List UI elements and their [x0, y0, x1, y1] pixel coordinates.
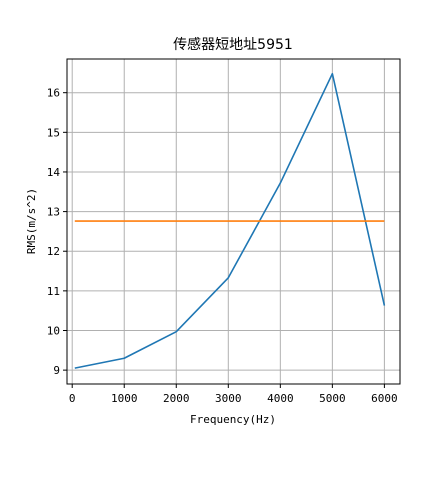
x-tick-label: 6000	[371, 392, 398, 405]
y-tick-label: 16	[47, 87, 60, 100]
x-tick-label: 2000	[163, 392, 190, 405]
y-tick-label: 10	[47, 324, 60, 337]
x-axis-label: Frequency(Hz)	[190, 413, 276, 426]
y-tick-label: 11	[47, 285, 60, 298]
y-tick-label: 14	[47, 166, 61, 179]
x-tick-label: 4000	[267, 392, 294, 405]
y-tick-label: 13	[47, 206, 60, 219]
y-axis-label: RMS(m/s^2)	[25, 188, 38, 254]
chart-title: 传感器短地址5951	[173, 36, 293, 53]
y-tick-label: 15	[47, 126, 60, 139]
x-tick-label: 3000	[215, 392, 242, 405]
grid	[67, 59, 400, 384]
y-tick-label: 12	[47, 245, 60, 258]
series-line-1	[74, 72, 386, 369]
series-layer	[74, 72, 386, 369]
ticks: 0 1000 2000 3000 4000 5000 6000 9 10 11 12 13 14 15 16	[47, 87, 398, 405]
x-tick-label: 1000	[111, 392, 138, 405]
plot-frame	[66, 58, 401, 385]
x-tick-label: 0	[69, 392, 76, 405]
x-tick-label: 5000	[319, 392, 346, 405]
y-tick-label: 9	[53, 364, 60, 377]
